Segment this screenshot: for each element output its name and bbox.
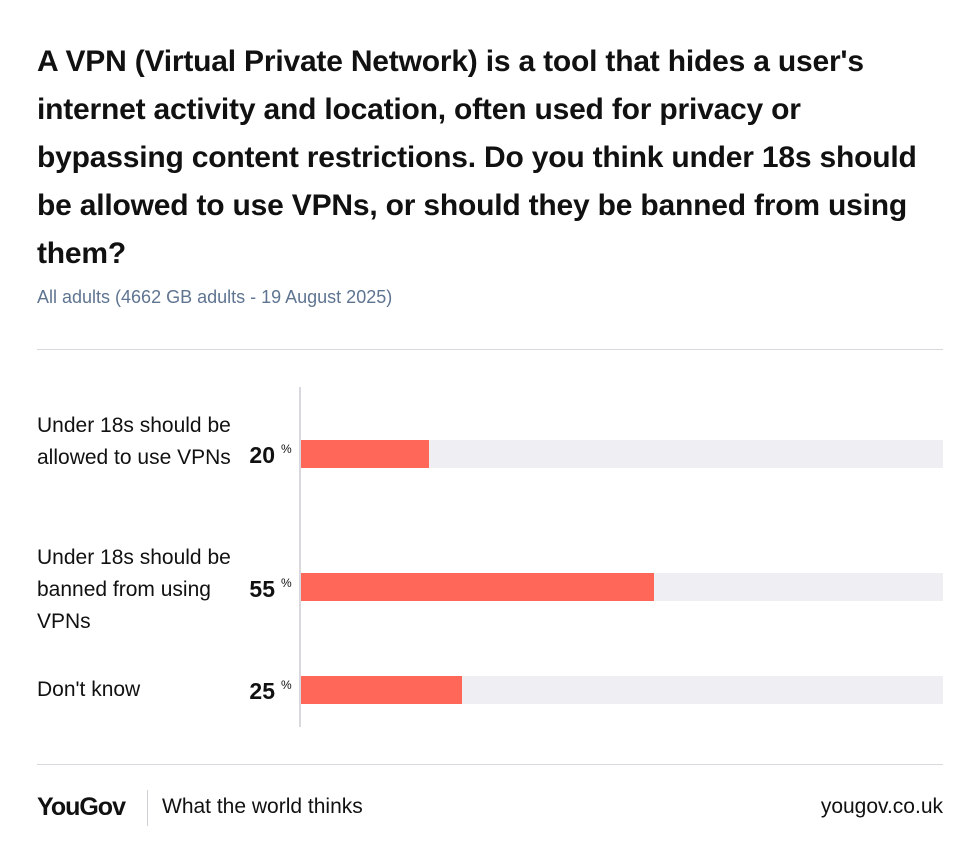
bar-track [301,676,943,704]
bar [301,573,655,601]
bar-track [301,573,943,601]
bar-value-label: 25 [249,678,275,704]
footer-tagline: What the world thinks [162,795,363,818]
footer-url-link[interactable]: yougov.co.uk [820,795,943,818]
bar [301,676,462,704]
percent-sign: % [281,576,292,590]
bar-track [301,440,943,468]
chart-axis-line [299,387,301,727]
bottom-divider [37,764,943,765]
bar-value-label: 55 [249,576,275,602]
bar-value-label: 20 [249,442,275,468]
percent-sign: % [281,442,292,456]
chart-title: A VPN (Virtual Private Network) is a too… [37,45,917,270]
footer-divider [147,790,148,826]
bar-label: Under 18s should be allowed to use VPNs [37,414,231,469]
bar-label: Don't know [37,678,141,701]
chart-subtitle: All adults (4662 GB adults - 19 August 2… [37,287,393,307]
bar-label: Under 18s should be banned from using VP… [37,546,231,633]
percent-sign: % [281,678,292,692]
top-divider [37,349,943,350]
yougov-logo: YouGov [37,793,126,821]
bar [301,440,430,468]
